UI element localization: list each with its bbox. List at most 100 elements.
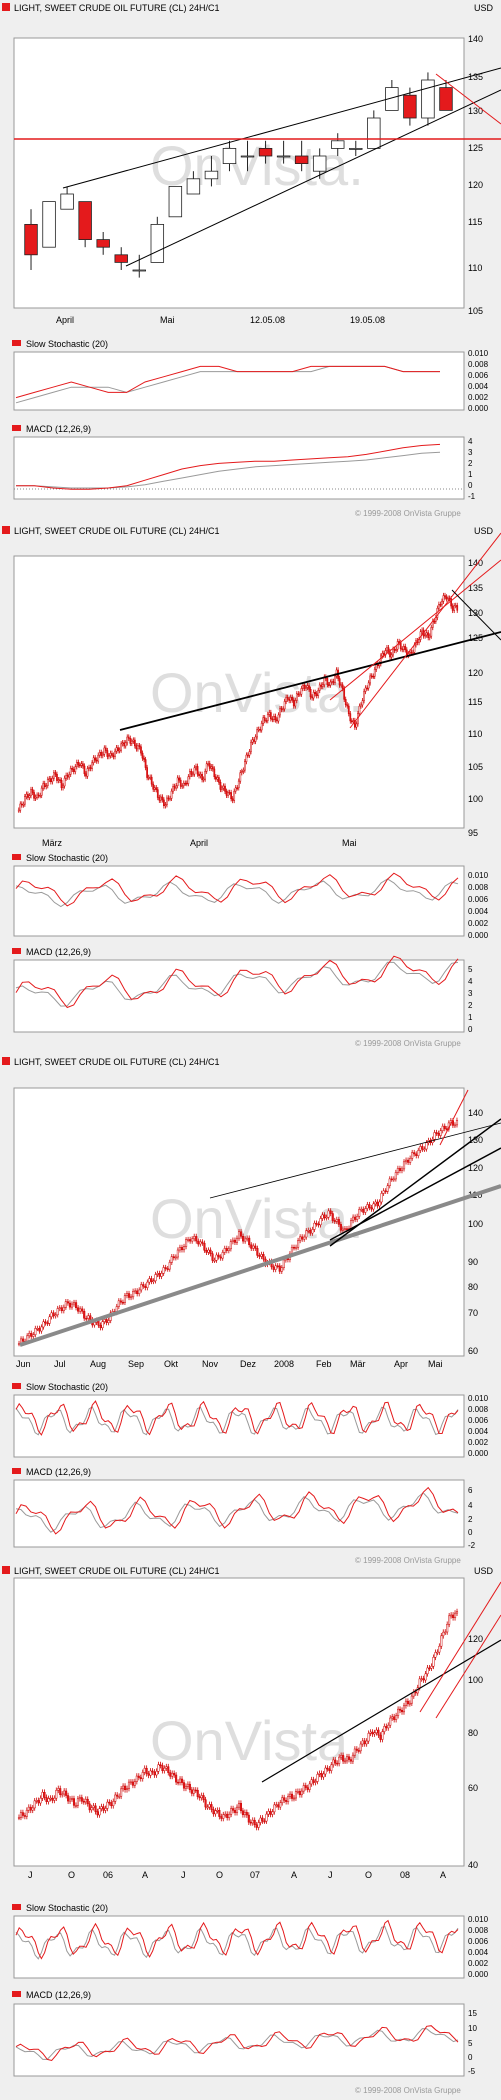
y-tick-label: 3	[468, 989, 473, 998]
y-tick-label: 0.002	[468, 1438, 489, 1447]
candle-body	[318, 1773, 321, 1775]
candle-body	[250, 742, 252, 752]
indicator-marker-icon	[12, 1468, 21, 1474]
candle-body	[312, 692, 315, 699]
candle-body	[123, 742, 126, 747]
candle-body	[147, 1773, 150, 1776]
y-tick-label: 130	[468, 608, 483, 618]
candle-body	[127, 1781, 131, 1789]
candle-body	[57, 1788, 60, 1791]
candle-body	[222, 147, 237, 164]
candle-body	[434, 1652, 437, 1658]
candle-body	[311, 1229, 314, 1234]
y-tick-label: 140	[468, 1108, 483, 1118]
candle-body	[104, 1808, 107, 1811]
candle-body	[316, 1774, 319, 1782]
candle-body	[386, 647, 388, 651]
candle-body	[253, 1819, 256, 1825]
candle-body	[395, 648, 397, 651]
candle-body	[256, 729, 258, 738]
stochastic-panel	[13, 865, 465, 937]
candle-body	[39, 1797, 42, 1804]
y-tick-label: 0	[468, 1528, 473, 1537]
candle-body	[404, 1700, 407, 1707]
candle-body	[428, 635, 431, 638]
indicator-marker-icon	[12, 340, 21, 346]
y-tick-label: 0.010	[468, 1394, 489, 1403]
trend-line	[329, 1118, 501, 1247]
candle-body	[197, 1240, 200, 1245]
candle-body	[23, 1815, 26, 1817]
candle-body	[370, 1207, 373, 1210]
candle-body	[442, 1631, 445, 1637]
candle-body	[304, 1785, 307, 1788]
candle-body	[235, 1806, 239, 1813]
candle-body	[428, 1667, 431, 1670]
candle-body	[111, 753, 113, 756]
candle-body	[351, 1754, 354, 1762]
y-tick-label: 110	[468, 729, 482, 739]
watermark: OnVista.	[150, 134, 364, 197]
candle-body	[308, 1783, 311, 1790]
candle-body	[403, 94, 417, 119]
candle-body	[335, 669, 338, 677]
candle-body	[231, 1239, 234, 1243]
candle-body	[89, 767, 92, 769]
candle-body	[114, 750, 116, 757]
candle-body	[217, 1254, 220, 1258]
trend-line	[119, 631, 501, 731]
candle-body	[107, 1320, 110, 1323]
macd-y-axis: 15 10 5 0 -5	[468, 2009, 477, 2076]
candle-body	[299, 693, 301, 696]
candle-body	[76, 1798, 79, 1806]
candle-body	[78, 201, 92, 241]
trend-line	[261, 1639, 501, 1783]
y-tick-label: 0.006	[468, 1937, 489, 1946]
candle-body	[120, 1788, 123, 1797]
x-tick-label: 2008	[274, 1359, 294, 1369]
y-tick-label: 125	[468, 143, 483, 153]
candle-body	[213, 1259, 216, 1262]
candle-body	[320, 1773, 323, 1778]
candle-body	[47, 1798, 50, 1802]
candle-body	[385, 1726, 388, 1729]
candle-body	[34, 796, 37, 799]
candle-body	[92, 757, 95, 764]
indicator-marker-icon	[12, 1991, 21, 1997]
candle-body	[438, 604, 440, 609]
candle-body	[181, 785, 184, 788]
candle-body	[285, 1800, 288, 1802]
candle-body	[260, 1254, 263, 1257]
candle-body	[79, 764, 81, 767]
candle-body	[388, 1178, 391, 1186]
candle-body	[292, 1797, 296, 1800]
candle-body	[198, 773, 200, 777]
candle-body	[182, 782, 185, 787]
candle-body	[166, 1268, 169, 1270]
candle-body	[456, 605, 459, 611]
y-tick-label: 80	[468, 1282, 478, 1292]
candle-body	[410, 1695, 413, 1704]
stochastic-k-line	[15, 872, 459, 907]
candle-body	[390, 1178, 393, 1181]
trend-line	[125, 89, 501, 267]
candle-body	[399, 642, 402, 650]
candle-body	[22, 1338, 25, 1342]
x-tick-label: O	[68, 1870, 75, 1880]
candle-body	[55, 1790, 58, 1799]
candle-body	[353, 1748, 356, 1756]
candle-body	[389, 651, 391, 658]
y-tick-label: 0.006	[468, 1416, 489, 1425]
candle-body	[118, 749, 121, 752]
candle-body	[244, 1238, 247, 1242]
y-tick-label: -5	[468, 2067, 476, 2076]
candle-body	[443, 1125, 446, 1129]
candle-body	[222, 785, 225, 789]
candle-body	[325, 1216, 328, 1219]
candle-body	[265, 1813, 268, 1822]
candle-body	[317, 1223, 320, 1226]
candle-body	[37, 1800, 40, 1804]
x-tick-label: Jul	[54, 1359, 66, 1369]
candle-body	[143, 757, 145, 760]
candle-body	[226, 1813, 229, 1818]
